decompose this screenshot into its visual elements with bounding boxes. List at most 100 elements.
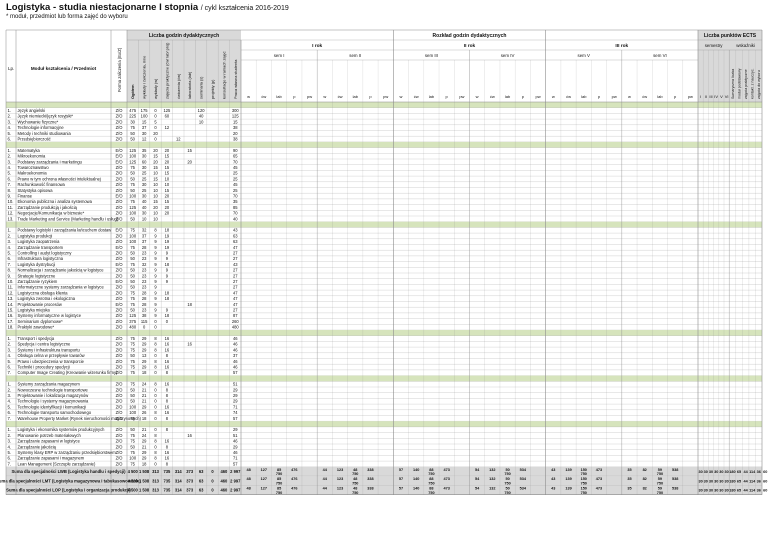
table-row: 12. Logistyczna obsługa klienta Z/O 75 28 9 18… [8, 290, 239, 295]
row-name: Logistyka miejska [18, 308, 51, 313]
hour-col-header: laboratoria (lab) [187, 71, 192, 99]
hour-value: 16 [165, 382, 170, 387]
table-row: 3. Projektowanie i lokalizacja magazynów Z… [8, 393, 239, 398]
total-semester-sum: 750 [657, 482, 663, 486]
total-semester-value: 538 [672, 477, 678, 481]
total-semester-value: 88 [429, 468, 433, 472]
ects-indicator-header: kontakt. z nauczyc. [751, 68, 755, 99]
hour-value: 10 [153, 216, 158, 221]
table-row: 8. Statystyka opisowa Z/O 50 25 10 15 25 [8, 188, 239, 193]
table-row: 3. Wychowanie fizyczne* Z/O 30 15 5 10 15 [8, 119, 239, 124]
hour-value: 125 [129, 148, 137, 153]
total-semester-value: 57 [399, 468, 403, 472]
hour-value: 100 [129, 456, 137, 461]
hour-value: 40 [142, 205, 147, 210]
hour-value: 18 [165, 313, 170, 318]
hour-value: 28 [142, 290, 147, 295]
total-hour-value: 2 997 [230, 488, 241, 493]
row-lp: 6. [8, 137, 12, 142]
hour-value: 37 [142, 233, 147, 238]
total-semester-value: 50 [505, 477, 509, 481]
row-lp: 4. [8, 399, 12, 404]
total-semester-sum: 750 [581, 482, 587, 486]
hour-value: 30 [142, 194, 147, 199]
row-name: Strategie logistyczne [18, 273, 56, 278]
row-lp: 6. [8, 456, 12, 461]
hour-value: 46 [233, 450, 238, 455]
semester-subcol-header: lab [353, 94, 359, 99]
row-lp: 3. [8, 439, 12, 444]
hour-value: 100 [141, 114, 149, 119]
hour-value: 15 [153, 199, 158, 204]
total-semester-sum: 750 [352, 491, 358, 495]
hour-value: 0 [154, 444, 157, 449]
row-name: Towaroznawstwo [18, 165, 50, 170]
hour-value: 50 [130, 256, 135, 261]
hour-value: 63 [233, 233, 238, 238]
row-form: Z/O [116, 461, 123, 466]
hour-value: 74 [233, 410, 238, 415]
total-hour-value: 313 [152, 478, 160, 483]
hour-value: 9 [154, 290, 157, 295]
hour-value: 18 [165, 296, 170, 301]
hour-value: 15 [165, 154, 170, 159]
row-lp: 4. [8, 165, 12, 170]
hour-value: 10 [153, 182, 158, 187]
hour-value: 29 [142, 342, 147, 347]
total-hour-value: 313 [152, 469, 160, 474]
page-title: Logistyka - studia niestacjonarne I stop… [6, 2, 289, 13]
row-form: E/O [115, 262, 122, 267]
row-lp: 7. [8, 182, 12, 187]
hour-value: 23 [142, 256, 147, 261]
ects-group-header: Liczba punktów ECTS [704, 33, 757, 39]
hour-value: 50 [130, 399, 135, 404]
row-form: Z/O [116, 353, 123, 358]
row-form: E/O [115, 194, 122, 199]
hour-value: 50 [130, 251, 135, 256]
table-row: 2. Logistyka produkcji Z/O 100 37 9 19 63 [8, 233, 239, 238]
table-row: 16. Systemy informatyczne w logistyce Z/O 1… [8, 313, 239, 318]
hour-value: 75 [130, 433, 135, 438]
total-semester-value: 35 [627, 486, 631, 490]
row-name: Logistyka produkcji [18, 233, 53, 238]
hour-value: 115 [141, 319, 148, 324]
total-semester-value: 150 [581, 477, 587, 481]
total-semester-sum: 750 [428, 482, 434, 486]
total-ects-semester: 30 [724, 479, 728, 483]
row-name: Systemy i infrastruktura transportu [18, 347, 80, 352]
ects-semester-header: IV [714, 94, 718, 99]
hour-value: 21 [142, 444, 147, 449]
hour-value: 15 [233, 119, 238, 124]
semester-subcol-header: w [323, 94, 326, 99]
row-form: Z/O [116, 125, 123, 130]
hour-value: 100 [129, 194, 137, 199]
table-row: 2. Nowoczesne technologie transportowe Z/O… [8, 387, 239, 392]
hour-value: 50 [130, 285, 135, 290]
total-ects-indicator: 44 [743, 470, 748, 474]
hour-value: 0 [154, 399, 157, 404]
row-name: Seminarium dyplomowe* [18, 319, 64, 324]
table-row: 6. Przedsiębiorczość Z/O 50 12 0 12 38 [8, 137, 239, 142]
row-form: Z/O [116, 427, 123, 432]
hours-group-header: Liczba godzin dydaktycznych [149, 33, 219, 39]
table-row: 5. Metody i techniki studiowania Z/O 50 30 20… [8, 131, 239, 136]
hour-col-header: Ogółem [130, 84, 135, 99]
row-name: Makroekonomia [18, 171, 48, 176]
hour-value: 57 [233, 461, 238, 466]
hour-value: 75 [130, 182, 135, 187]
hour-value: 10 [153, 211, 158, 216]
lp-header: Lp. [8, 66, 14, 71]
row-form: Z/O [116, 273, 123, 278]
row-lp: 3. [8, 393, 12, 398]
row-lp: 7. [8, 262, 12, 267]
total-semester-value: 82 [643, 486, 647, 490]
hour-value: 10 [142, 216, 147, 221]
hour-value: 10 [153, 194, 158, 199]
semester-subcol-header: p [522, 94, 525, 99]
hour-value: 75 [130, 342, 135, 347]
table-row: 3. Zarządzanie zapasami w logistyce Z/O 75 2… [8, 439, 239, 444]
row-name: Przedsiębiorczość [18, 137, 51, 142]
total-label: Suma dla specjalności LWB (Logistyka han… [11, 469, 126, 474]
hour-value: 57 [233, 370, 238, 375]
semester-subcol-header: ćw [490, 94, 495, 99]
